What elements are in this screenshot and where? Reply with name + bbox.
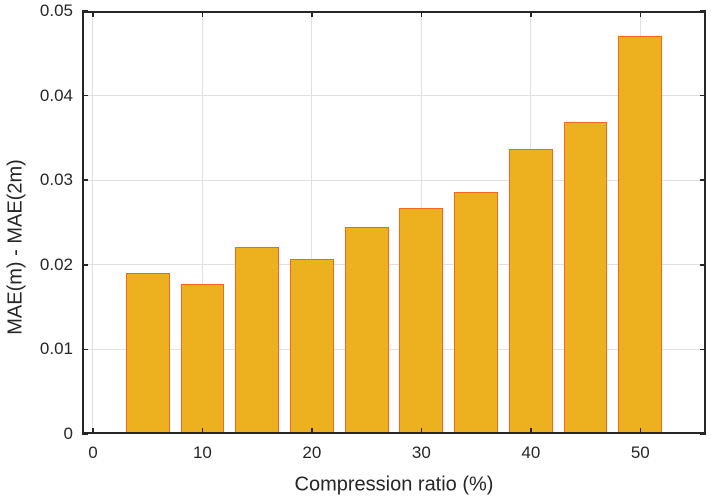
bar: [180, 284, 225, 434]
x-tick-label: 40: [521, 443, 541, 462]
y-tick-mark: [700, 94, 706, 97]
y-tick-mark: [82, 179, 88, 181]
axes-box-spines: [82, 11, 706, 434]
x-gridline: [92, 11, 94, 434]
x-tick-label: 30: [411, 443, 431, 462]
x-tick-mark: [311, 428, 313, 434]
bar: [344, 226, 389, 434]
x-tick-mark: [530, 11, 532, 17]
x-tick-mark: [92, 11, 94, 17]
y-gridline: [82, 95, 706, 97]
y-tick-label: 0.05: [39, 1, 73, 20]
y-tick-mark: [700, 348, 706, 351]
bar: [618, 36, 663, 434]
x-tick-mark: [311, 11, 313, 17]
y-tick-mark: [82, 348, 88, 351]
x-tick-mark: [639, 11, 642, 17]
x-tick-mark: [530, 428, 532, 434]
x-tick-mark: [420, 11, 423, 17]
x-tick-label: 50: [630, 443, 650, 462]
y-tick-label: 0.04: [39, 85, 73, 105]
bar: [563, 121, 608, 434]
bar: [454, 192, 498, 434]
y-gridline: [82, 179, 706, 181]
bar: [125, 273, 170, 434]
y-gridline: [82, 264, 706, 266]
y-axis-label: MAE(m) - MAE(2m): [4, 159, 27, 335]
y-tick-label: 0: [63, 424, 73, 443]
x-tick-mark: [201, 428, 204, 434]
bar: [235, 247, 280, 434]
bar: [399, 208, 444, 434]
x-axis-label: Compression ratio (%): [294, 473, 494, 496]
y-tick-label: 0.01: [39, 339, 73, 359]
y-tick-mark: [700, 433, 706, 435]
x-tick-mark: [201, 11, 204, 17]
plot-area: [82, 10, 706, 435]
y-tick-mark: [700, 179, 706, 181]
y-gridline: [82, 348, 706, 350]
x-tick-label: 0: [88, 443, 98, 462]
bar: [508, 148, 553, 434]
y-tick-label: 0.02: [39, 254, 73, 274]
x-gridline: [201, 11, 203, 434]
x-tick-label: 10: [192, 443, 212, 462]
x-tick-mark: [639, 428, 642, 434]
x-tick-label: 20: [302, 443, 322, 462]
y-tick-mark: [82, 264, 88, 266]
y-tick-mark: [82, 94, 88, 97]
x-tick-mark: [420, 428, 423, 434]
y-tick-mark: [82, 433, 88, 435]
y-tick-label: 0.03: [39, 170, 73, 190]
x-tick-mark: [92, 428, 94, 434]
y-tick-mark: [700, 264, 706, 266]
bar: [290, 258, 334, 434]
x-gridline: [311, 11, 313, 434]
y-tick-mark: [700, 10, 706, 12]
y-tick-mark: [82, 10, 88, 12]
